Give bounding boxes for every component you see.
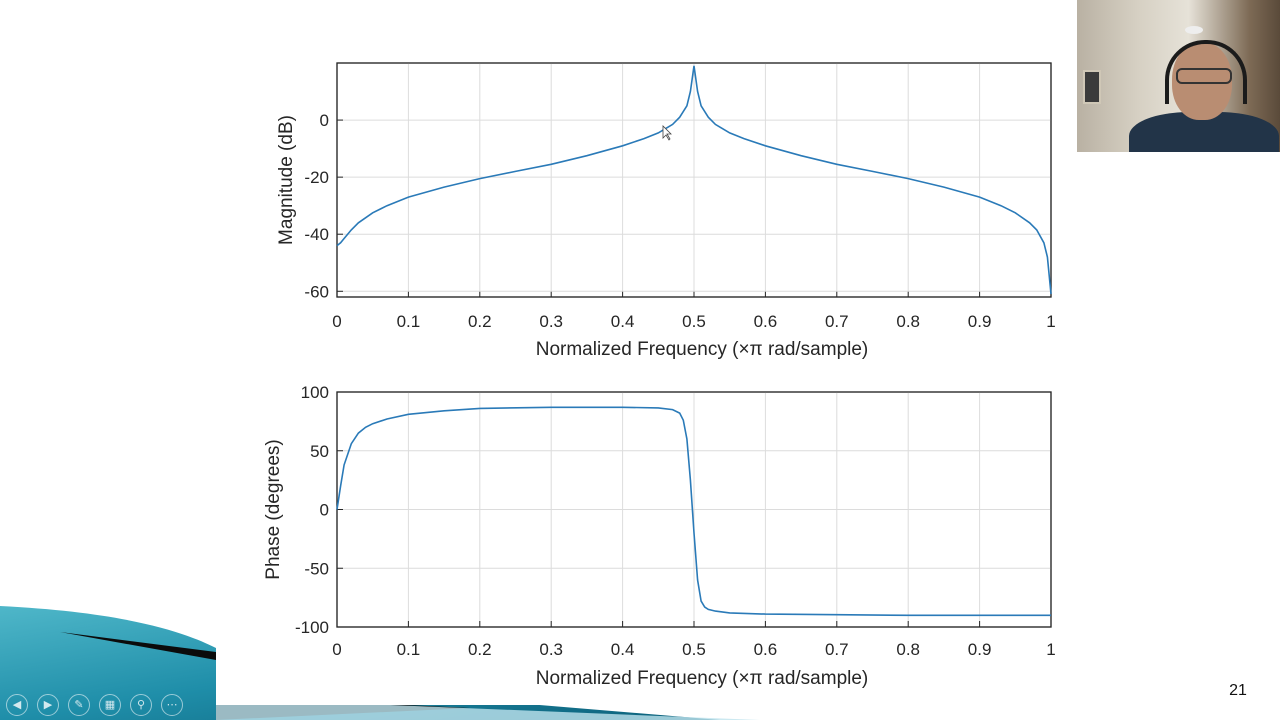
x-tick-label: 0.3 <box>539 312 563 331</box>
x-tick-label: 0.1 <box>397 640 421 659</box>
x-tick-label: 0.4 <box>611 640 635 659</box>
x-tick-label: 0.1 <box>397 312 421 331</box>
y-tick-label: -40 <box>304 225 329 244</box>
pen-tool-button[interactable]: ✎ <box>68 694 90 716</box>
mouse-cursor-icon <box>662 125 672 141</box>
chart-magnitude: 0 0.1 0.2 0.3 0.4 0.5 0.6 0.7 0.8 0.9 1 0 -20 -40 -60 N… <box>276 62 1056 360</box>
series-line-phase <box>336 406 1051 617</box>
x-tick-label: 1 <box>1046 312 1055 331</box>
y-tick-label: -20 <box>304 168 329 187</box>
y-axis-label: Magnitude (dB) <box>276 115 297 245</box>
axes-border <box>336 62 1052 298</box>
x-tick-label: 0.5 <box>682 312 706 331</box>
series-line-magnitude <box>336 65 1052 295</box>
x-tick-label: 0.9 <box>968 640 992 659</box>
previous-slide-button[interactable]: ◀ <box>6 694 28 716</box>
wall-picture <box>1083 70 1101 104</box>
ceiling-lamp <box>1185 26 1203 34</box>
x-tick-label: 0.8 <box>896 312 920 331</box>
x-tick-label: 0 <box>332 640 341 659</box>
x-tick-label: 0.3 <box>539 640 563 659</box>
x-tick-label: 0 <box>332 312 341 331</box>
y-axis-label: Phase (degrees) <box>263 439 284 579</box>
x-tick-label: 0.6 <box>754 312 778 331</box>
x-axis-label: Normalized Frequency (×π rad/sample) <box>536 339 869 360</box>
x-tick-label: 0.9 <box>968 312 992 331</box>
y-tick-label: 100 <box>301 383 329 402</box>
chart-phase: 0 0.1 0.2 0.3 0.4 0.5 0.6 0.7 0.8 0.9 1 100 50 0 -50 -1… <box>263 383 1056 689</box>
slide-number: 21 <box>1229 682 1247 699</box>
y-tick-label: 0 <box>320 501 329 520</box>
x-axis-label: Normalized Frequency (×π rad/sample) <box>536 668 869 689</box>
more-options-button[interactable]: ⋯ <box>161 694 183 716</box>
x-tick-label: 0.5 <box>682 640 706 659</box>
y-tick-label: 50 <box>310 442 329 461</box>
x-tick-label: 0.7 <box>825 312 849 331</box>
webcam-overlay <box>1077 0 1280 152</box>
y-tick-label: -50 <box>304 559 329 578</box>
x-tick-label: 0.6 <box>754 640 778 659</box>
see-all-slides-button[interactable]: ▦ <box>99 694 121 716</box>
x-tick-label: 0.2 <box>468 640 492 659</box>
x-tick-label: 0.4 <box>611 312 635 331</box>
x-tick-label: 0.2 <box>468 312 492 331</box>
y-tick-label: -60 <box>304 282 329 301</box>
x-tick-label: 0.7 <box>825 640 849 659</box>
next-slide-button[interactable]: ▶ <box>37 694 59 716</box>
y-tick-label: 0 <box>320 111 329 130</box>
zoom-button[interactable]: ⚲ <box>130 694 152 716</box>
x-tick-label: 1 <box>1046 640 1055 659</box>
headset-icon <box>1165 40 1247 104</box>
x-tick-label: 0.8 <box>896 640 920 659</box>
y-tick-label: -100 <box>295 618 329 637</box>
